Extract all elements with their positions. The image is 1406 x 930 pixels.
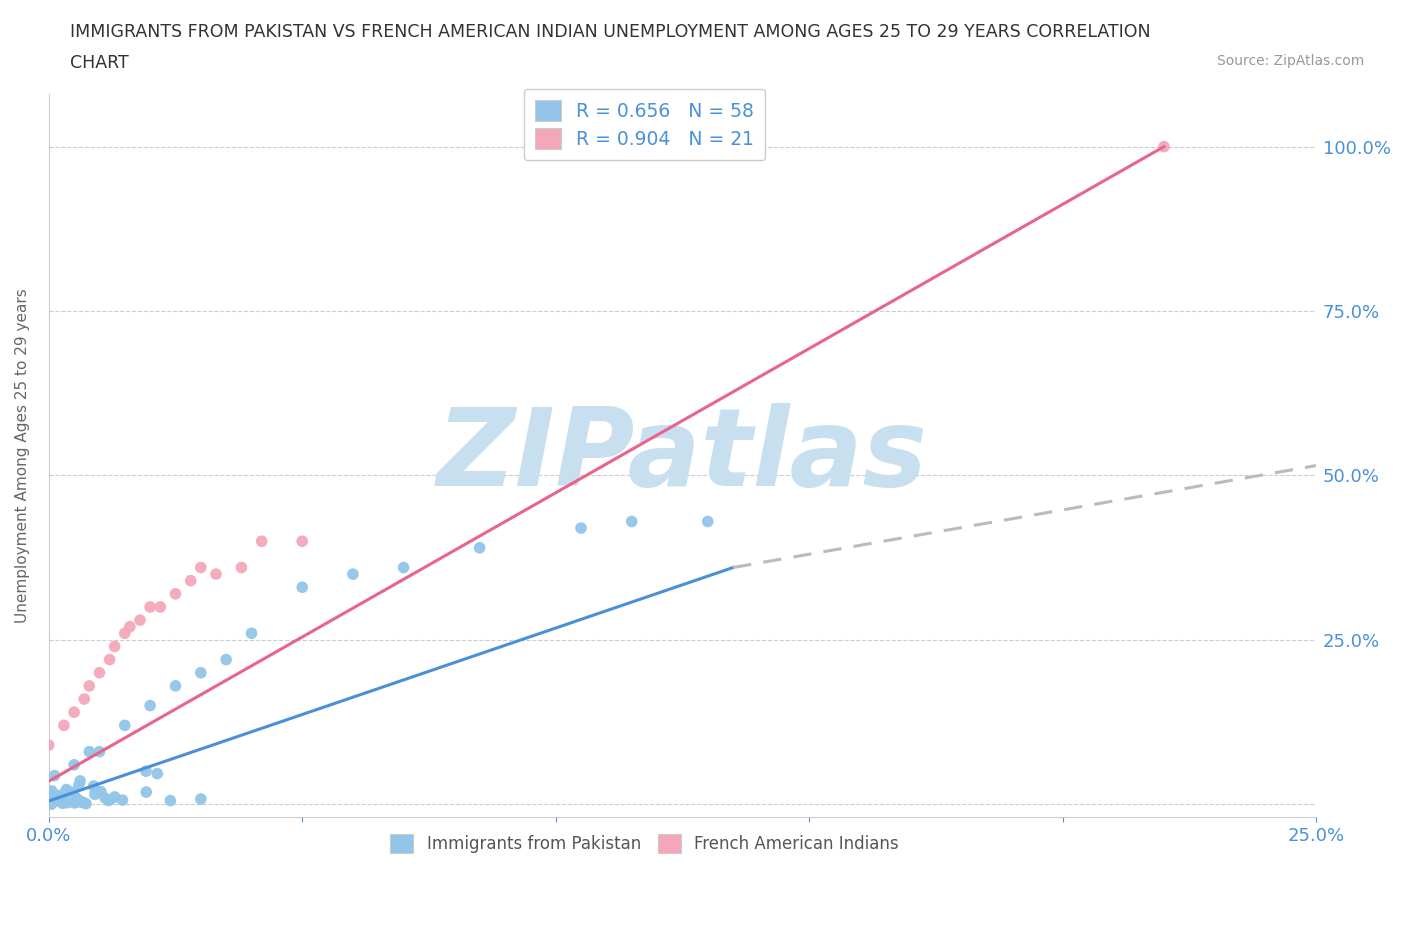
Point (135, 764, 157, 778)
Point (94, 790, 117, 805)
Point (79, 679, 101, 694)
Point (48, 790, 70, 804)
Point (468, 540, 491, 555)
Point (104, 639, 127, 654)
Text: IMMIGRANTS FROM PAKISTAN VS FRENCH AMERICAN INDIAN UNEMPLOYMENT AMONG AGES 25 TO: IMMIGRANTS FROM PAKISTAN VS FRENCH AMERI… (70, 23, 1152, 41)
Point (139, 698, 162, 713)
Point (165, 679, 187, 694)
Point (75, 796, 97, 811)
Point (51, 791, 73, 806)
Point (342, 566, 364, 581)
Point (190, 560, 212, 575)
Y-axis label: Unemployment Among Ages 25 to 29 years: Unemployment Among Ages 25 to 29 years (15, 288, 30, 623)
Point (63, 790, 86, 805)
Point (65, 790, 87, 805)
Point (165, 587, 187, 602)
Point (180, 573, 202, 588)
Point (1153, 140, 1175, 154)
Point (392, 560, 415, 575)
Point (56, 795, 79, 810)
Point (72, 795, 94, 810)
Point (205, 566, 228, 581)
Point (135, 785, 157, 800)
Point (41, 783, 63, 798)
Point (620, 514, 643, 529)
Legend: Immigrants from Pakistan, French American Indians: Immigrants from Pakistan, French America… (384, 828, 905, 859)
Point (696, 514, 718, 529)
Point (66, 791, 89, 806)
Point (63, 705, 86, 720)
Point (62, 790, 84, 805)
Point (67, 778, 90, 793)
Point (190, 665, 212, 680)
Point (149, 600, 172, 615)
Point (52, 718, 75, 733)
Point (250, 534, 273, 549)
Point (51, 791, 73, 806)
Point (291, 579, 314, 594)
Point (215, 652, 238, 667)
Point (66, 795, 89, 810)
Point (41, 786, 63, 801)
Point (89, 665, 111, 680)
Point (114, 626, 136, 641)
Point (240, 626, 263, 641)
Point (73, 692, 96, 707)
Point (63, 795, 86, 810)
Point (58, 791, 80, 806)
Point (569, 521, 592, 536)
Point (79, 744, 101, 759)
Point (111, 792, 134, 807)
Point (90, 784, 112, 799)
Point (46, 793, 69, 808)
Point (291, 534, 314, 549)
Text: Source: ZipAtlas.com: Source: ZipAtlas.com (1216, 54, 1364, 68)
Point (63, 757, 86, 772)
Point (104, 790, 127, 804)
Point (83, 787, 105, 802)
Point (41, 797, 63, 812)
Point (53, 793, 76, 808)
Point (83, 778, 105, 793)
Point (231, 560, 253, 575)
Point (114, 718, 136, 733)
Point (38, 737, 60, 752)
Point (89, 744, 111, 759)
Point (62, 785, 84, 800)
Point (55, 782, 77, 797)
Point (69, 774, 91, 789)
Point (38, 786, 60, 801)
Point (51, 796, 73, 811)
Point (98, 652, 121, 667)
Point (98, 792, 121, 807)
Point (129, 613, 152, 628)
Point (44, 768, 66, 783)
Text: ZIPatlas: ZIPatlas (437, 403, 928, 509)
Point (146, 766, 169, 781)
Text: CHART: CHART (70, 54, 129, 72)
Point (159, 793, 181, 808)
Point (139, 600, 162, 615)
Point (56, 783, 79, 798)
Point (97, 793, 120, 808)
Point (60, 790, 83, 805)
Point (70, 794, 93, 809)
Point (190, 791, 212, 806)
Point (48, 788, 70, 803)
Point (118, 619, 141, 634)
